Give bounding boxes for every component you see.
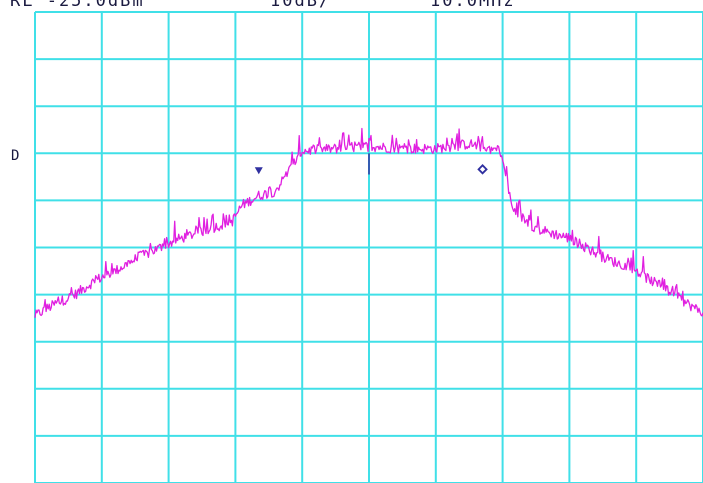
spectrum-trace xyxy=(34,127,703,318)
marker-diamond-icon xyxy=(477,164,488,175)
span-readout: 10.0MHz xyxy=(430,0,516,11)
reference-level-readout: RL -25.0dBm xyxy=(10,0,145,11)
instrument-header: RL -25.0dBm 10dB/ 10.0MHz xyxy=(0,0,703,12)
display-line-label: D xyxy=(11,148,20,164)
marker-layer xyxy=(254,164,488,175)
graticule xyxy=(34,11,703,483)
marker-triangle-icon xyxy=(254,167,263,175)
trace-layer xyxy=(34,127,703,318)
scale-per-division-readout: 10dB/ xyxy=(270,0,332,11)
